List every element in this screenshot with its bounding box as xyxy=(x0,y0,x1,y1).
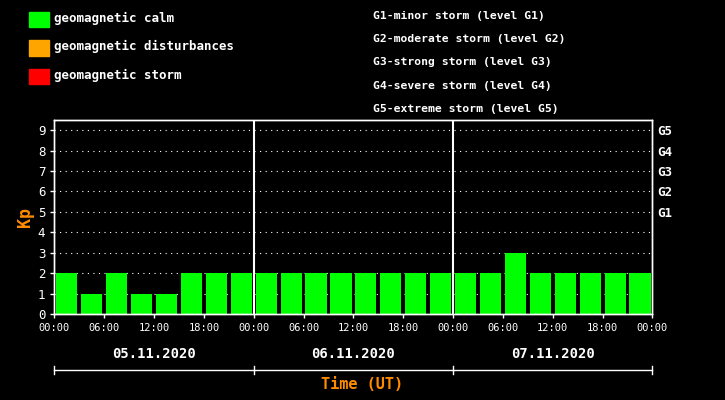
Text: geomagnetic calm: geomagnetic calm xyxy=(54,12,175,24)
Text: G5-extreme storm (level G5): G5-extreme storm (level G5) xyxy=(373,104,559,114)
Bar xyxy=(405,273,426,314)
Bar xyxy=(455,273,476,314)
Bar xyxy=(57,273,78,314)
Text: G3-strong storm (level G3): G3-strong storm (level G3) xyxy=(373,58,552,68)
Text: 07.11.2020: 07.11.2020 xyxy=(511,347,594,361)
Text: G1-minor storm (level G1): G1-minor storm (level G1) xyxy=(373,11,545,21)
Bar xyxy=(181,273,202,314)
Bar xyxy=(555,273,576,314)
Bar xyxy=(156,294,177,314)
Bar xyxy=(81,294,102,314)
Bar xyxy=(629,273,650,314)
Y-axis label: Kp: Kp xyxy=(16,207,33,227)
Bar xyxy=(605,273,626,314)
Bar xyxy=(430,273,451,314)
Bar xyxy=(305,273,327,314)
Bar xyxy=(106,273,128,314)
Bar xyxy=(281,273,302,314)
Text: G4-severe storm (level G4): G4-severe storm (level G4) xyxy=(373,81,552,91)
Bar xyxy=(331,273,352,314)
Text: Time (UT): Time (UT) xyxy=(321,377,404,392)
Bar xyxy=(380,273,402,314)
Text: geomagnetic disturbances: geomagnetic disturbances xyxy=(54,40,234,53)
Bar xyxy=(530,273,551,314)
Text: geomagnetic storm: geomagnetic storm xyxy=(54,69,182,82)
Bar xyxy=(505,253,526,314)
Bar xyxy=(131,294,152,314)
Text: 05.11.2020: 05.11.2020 xyxy=(112,347,196,361)
Bar xyxy=(480,273,501,314)
Text: G2-moderate storm (level G2): G2-moderate storm (level G2) xyxy=(373,34,566,44)
Bar xyxy=(231,273,252,314)
Bar xyxy=(355,273,376,314)
Bar xyxy=(256,273,277,314)
Bar xyxy=(206,273,227,314)
Text: 06.11.2020: 06.11.2020 xyxy=(312,347,395,361)
Bar xyxy=(579,273,601,314)
